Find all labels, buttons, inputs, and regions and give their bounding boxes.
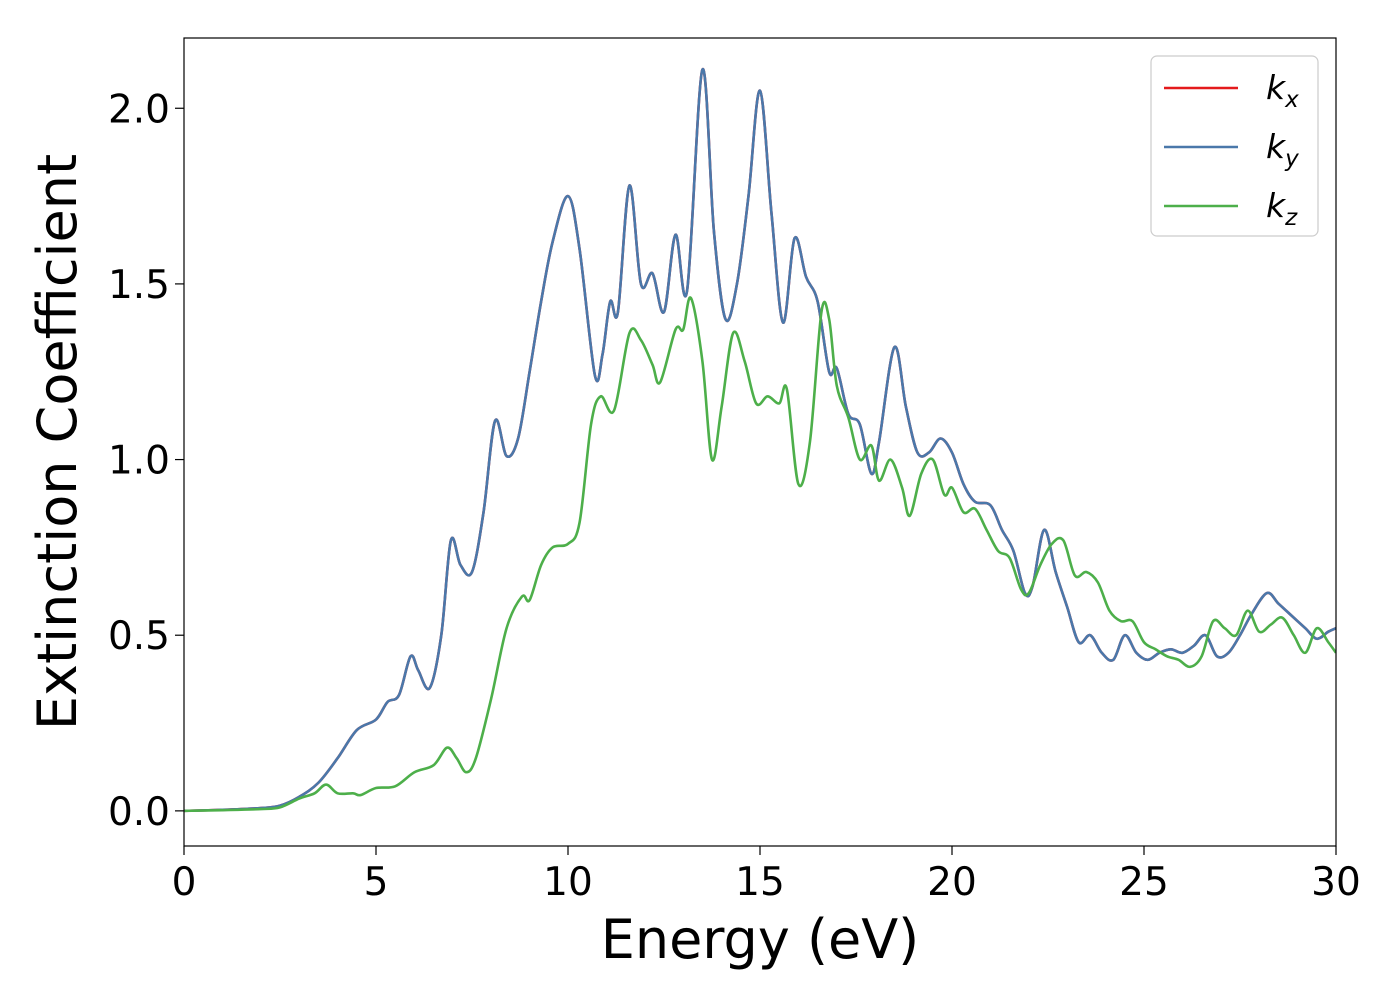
x-tick-label: 30 <box>1311 860 1361 905</box>
x-tick-label: 15 <box>735 860 785 905</box>
plot-area <box>184 38 1336 846</box>
series-line-y <box>184 68 1336 813</box>
x-tick-label: 10 <box>543 860 593 905</box>
series-line-z <box>184 296 1336 813</box>
legend-label-x: kx <box>1266 68 1299 113</box>
y-tick-label: 0.0 <box>108 790 170 835</box>
x-tick-label: 20 <box>927 860 977 905</box>
x-tick-label: 5 <box>364 860 389 905</box>
legend: kx ky kz <box>1150 55 1319 237</box>
y-axis-label: Extinction Coefficient <box>26 154 89 730</box>
y-tick-label: 2.0 <box>108 87 170 132</box>
y-tick-label: 1.5 <box>108 263 170 308</box>
y-tick-label: 0.5 <box>108 614 170 659</box>
y-tick-label: 1.0 <box>108 439 170 484</box>
x-axis-label: Energy (eV) <box>601 908 920 971</box>
legend-label-y: ky <box>1266 127 1299 172</box>
x-tick-label: 0 <box>172 860 197 905</box>
x-tick-label: 25 <box>1119 860 1169 905</box>
legend-label-z: kz <box>1266 186 1298 231</box>
